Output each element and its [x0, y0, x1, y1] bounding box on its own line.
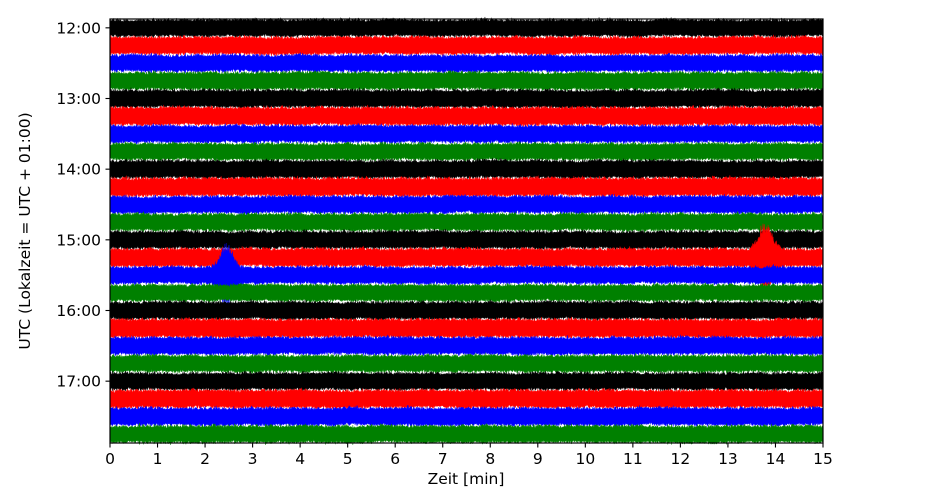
x-tick-label: 11: [623, 450, 643, 468]
x-tick-label: 7: [438, 450, 448, 468]
x-tick-label: 13: [718, 450, 738, 468]
x-tick-label: 2: [200, 450, 210, 468]
y-tick-label: 12:00: [56, 19, 101, 37]
x-tick-label: 3: [248, 450, 258, 468]
seismic-trace: [109, 122, 824, 145]
y-axis-title: UTC (Lokalzeit = UTC + 01:00): [16, 112, 34, 349]
y-tick-label: 14:00: [56, 161, 101, 179]
y-tick-label: 16:00: [56, 302, 101, 320]
x-axis-title: Zeit [min]: [428, 470, 505, 488]
x-tick-label: 10: [575, 450, 595, 468]
y-axis: 12:00 13:00 14:00 15:00 16:00 17:00: [56, 19, 110, 391]
x-axis: 0 1 2 3 4 5 6 7 8 9 10 11 12 13 14 15: [105, 443, 833, 468]
x-tick-label: 8: [485, 450, 495, 468]
y-tick-label: 13:00: [56, 90, 101, 108]
x-tick-label: 12: [671, 450, 691, 468]
x-tick-label: 14: [766, 450, 786, 468]
x-tick-label: 1: [153, 450, 163, 468]
x-tick-label: 5: [343, 450, 353, 468]
y-tick-label: 15:00: [56, 231, 101, 249]
y-tick-label: 17:00: [56, 373, 101, 391]
seismic-trace: [109, 174, 824, 199]
x-tick-label: 15: [813, 450, 833, 468]
seismic-trace: [109, 369, 824, 393]
plot-frame: [109, 18, 824, 444]
x-tick-label: 0: [105, 450, 115, 468]
seismic-trace: [109, 387, 824, 411]
x-tick-label: 4: [295, 450, 305, 468]
seismic-trace: [109, 404, 824, 428]
x-tick-label: 6: [390, 450, 400, 468]
trace-layer: [109, 16, 824, 446]
seismic-trace: [109, 211, 824, 234]
x-tick-label: 9: [533, 450, 543, 468]
